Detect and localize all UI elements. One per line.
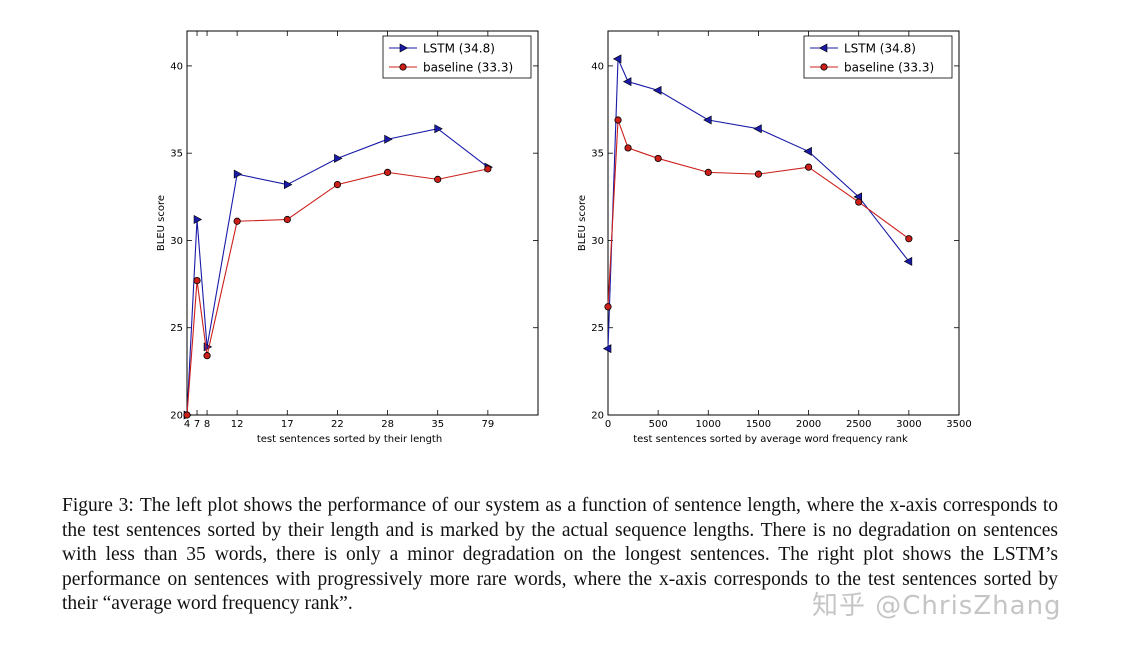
chart1-ytick-label: 35 — [170, 149, 183, 160]
chart1-baseline-point — [383, 168, 392, 176]
figure-caption: Figure 3: The left plot shows the perform… — [62, 494, 1058, 617]
chart2-baseline-point — [604, 303, 612, 311]
chart2-xtick-label: 2000 — [796, 419, 821, 430]
chart1-xtick-label: 79 — [481, 419, 494, 430]
chart2-baseline-point — [804, 163, 813, 171]
chart2-baseline-point — [654, 154, 662, 163]
chart2-legend-label-baseline: baseline (33.3) — [844, 61, 934, 75]
chart2-baseline-point — [754, 170, 763, 178]
chart2-lstm-point — [753, 124, 762, 134]
chart1-frame — [186, 30, 539, 416]
chart1-lstm-point — [233, 169, 243, 179]
chart1-xtick-label: 12 — [231, 419, 244, 430]
chart2-xlabel: test sentences sorted by average word fr… — [633, 434, 908, 445]
chart2-xtick-label: 0 — [605, 419, 611, 430]
chart2-ytick-label: 20 — [591, 411, 604, 422]
chart1-xtick-label: 17 — [281, 419, 294, 430]
chart2-ylabel: BLEU score — [577, 195, 588, 251]
chart1-ytick-label: 25 — [170, 323, 183, 334]
chart2-xtick-label: 3000 — [896, 419, 921, 430]
chart2-frame — [607, 30, 960, 416]
chart1-baseline-point — [283, 215, 291, 224]
chart2-lstm-point — [903, 256, 913, 266]
chart1-lstm-line — [186, 128, 489, 416]
watermark: 知乎 @ChrisZhang — [812, 591, 1062, 621]
chart2-lstm-point — [803, 146, 812, 156]
chart1-xtick-label: 35 — [431, 419, 444, 430]
chart1-lstm-point — [283, 180, 293, 190]
chart2-ytick-label: 35 — [591, 149, 604, 160]
chart1-baseline-point — [193, 276, 201, 285]
chart1-lstm-point — [193, 215, 203, 225]
chart1-ytick-label: 40 — [170, 61, 183, 72]
chart1-baseline-point — [434, 175, 442, 183]
chart2-lstm-point — [612, 54, 622, 64]
figure-charts: 20 25 30 35 40 4 7 8 12 17 22 28 35 79 test sentences … — [156, 30, 972, 445]
chart1-legend — [382, 35, 532, 79]
chart1-legend-label-baseline: baseline (33.3) — [423, 61, 513, 75]
chart1-legend-label-lstm: LSTM (34.8) — [423, 42, 495, 56]
chart2-baseline-point — [614, 116, 622, 124]
chart1-baseline-point — [233, 217, 241, 225]
chart2-legend-label-lstm: LSTM (34.8) — [844, 42, 916, 56]
chart1-ytick-label: 30 — [170, 236, 183, 247]
chart2-legend-marker-baseline — [820, 63, 828, 71]
chart1-xtick-label: 7 — [194, 419, 200, 430]
chart2-baseline-point — [905, 235, 913, 243]
chart2-baseline-point — [704, 168, 712, 176]
chart2-baseline-point — [624, 144, 632, 152]
chart1-lstm-point — [384, 134, 393, 144]
chart2-lstm-line — [607, 58, 910, 349]
chart2-xtick-label: 1000 — [696, 419, 721, 430]
figure-caption-text: The left plot shows the performance of o… — [62, 495, 1058, 614]
chart2-legend — [803, 35, 953, 79]
chart1-lstm-point — [434, 124, 443, 134]
chart2-ytick-label: 25 — [591, 323, 604, 334]
chart1-xtick-label: 8 — [204, 419, 210, 430]
chart1-legend-marker-baseline — [399, 63, 407, 71]
chart1-baseline-point — [484, 165, 492, 173]
chart2-ytick-label: 40 — [591, 61, 604, 72]
chart2-xtick-label: 3500 — [946, 419, 971, 430]
chart1-baseline-point — [203, 352, 211, 360]
chart1-xlabel: test sentences sorted by their length — [257, 434, 442, 445]
chart1-lstm-point — [334, 153, 343, 163]
chart1-xtick-label: 4 — [184, 419, 190, 430]
chart2-lstm-point — [653, 85, 662, 95]
chart2-lstm-point — [602, 344, 612, 354]
chart2-baseline-point — [855, 198, 863, 206]
chart2-ytick-label: 30 — [591, 236, 604, 247]
chart1-baseline-point — [333, 181, 342, 189]
chart2-lstm-point — [703, 115, 712, 125]
chart2-baseline-line — [607, 119, 910, 307]
chart1-xtick-label: 22 — [331, 419, 344, 430]
chart1-baseline-point — [183, 411, 191, 419]
figure-label: Figure 3: — [62, 495, 134, 516]
chart1-ylabel: BLEU score — [156, 195, 167, 251]
chart2-lstm-point — [622, 77, 632, 87]
chart1-legend-marker-lstm — [399, 43, 409, 53]
chart2-legend-marker-lstm — [818, 43, 828, 53]
chart1-ytick-label: 20 — [170, 411, 183, 422]
chart2-xtick-label: 500 — [649, 419, 668, 430]
chart1-xtick-label: 28 — [381, 419, 394, 430]
chart2-xtick-label: 1500 — [746, 419, 771, 430]
chart2-xtick-label: 2500 — [846, 419, 871, 430]
